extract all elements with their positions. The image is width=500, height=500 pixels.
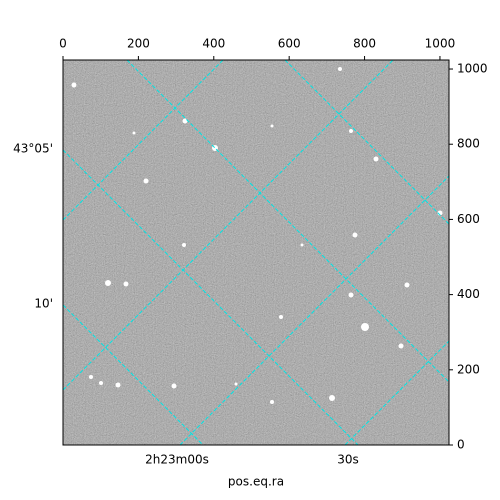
- y-tick-label: 600: [457, 212, 480, 226]
- image-noise: [63, 60, 449, 445]
- dec-tick-label: 10': [34, 297, 53, 311]
- ra-tick-label: 2h23m00s: [145, 453, 209, 467]
- y-tick-label: 0: [457, 438, 465, 452]
- y-tick-label: 1000: [457, 62, 488, 76]
- ra-tick-label: 30s: [337, 453, 359, 467]
- x-tick-label: 200: [127, 37, 150, 51]
- x-tick-label: 400: [202, 37, 225, 51]
- y-tick-label: 200: [457, 362, 480, 376]
- y-tick-label: 800: [457, 137, 480, 151]
- y-tick-label: 400: [457, 287, 480, 301]
- frame: [62, 59, 450, 446]
- x-tick-label: 1000: [425, 37, 456, 51]
- x-tick-label: 600: [278, 37, 301, 51]
- world-grid: [63, 60, 449, 445]
- x-tick-label: 0: [59, 37, 67, 51]
- stars: [71, 67, 443, 404]
- x-tick-label: 800: [353, 37, 376, 51]
- x-axis-label: pos.eq.ra: [228, 475, 284, 489]
- dec-tick-label: 43°05': [13, 142, 53, 156]
